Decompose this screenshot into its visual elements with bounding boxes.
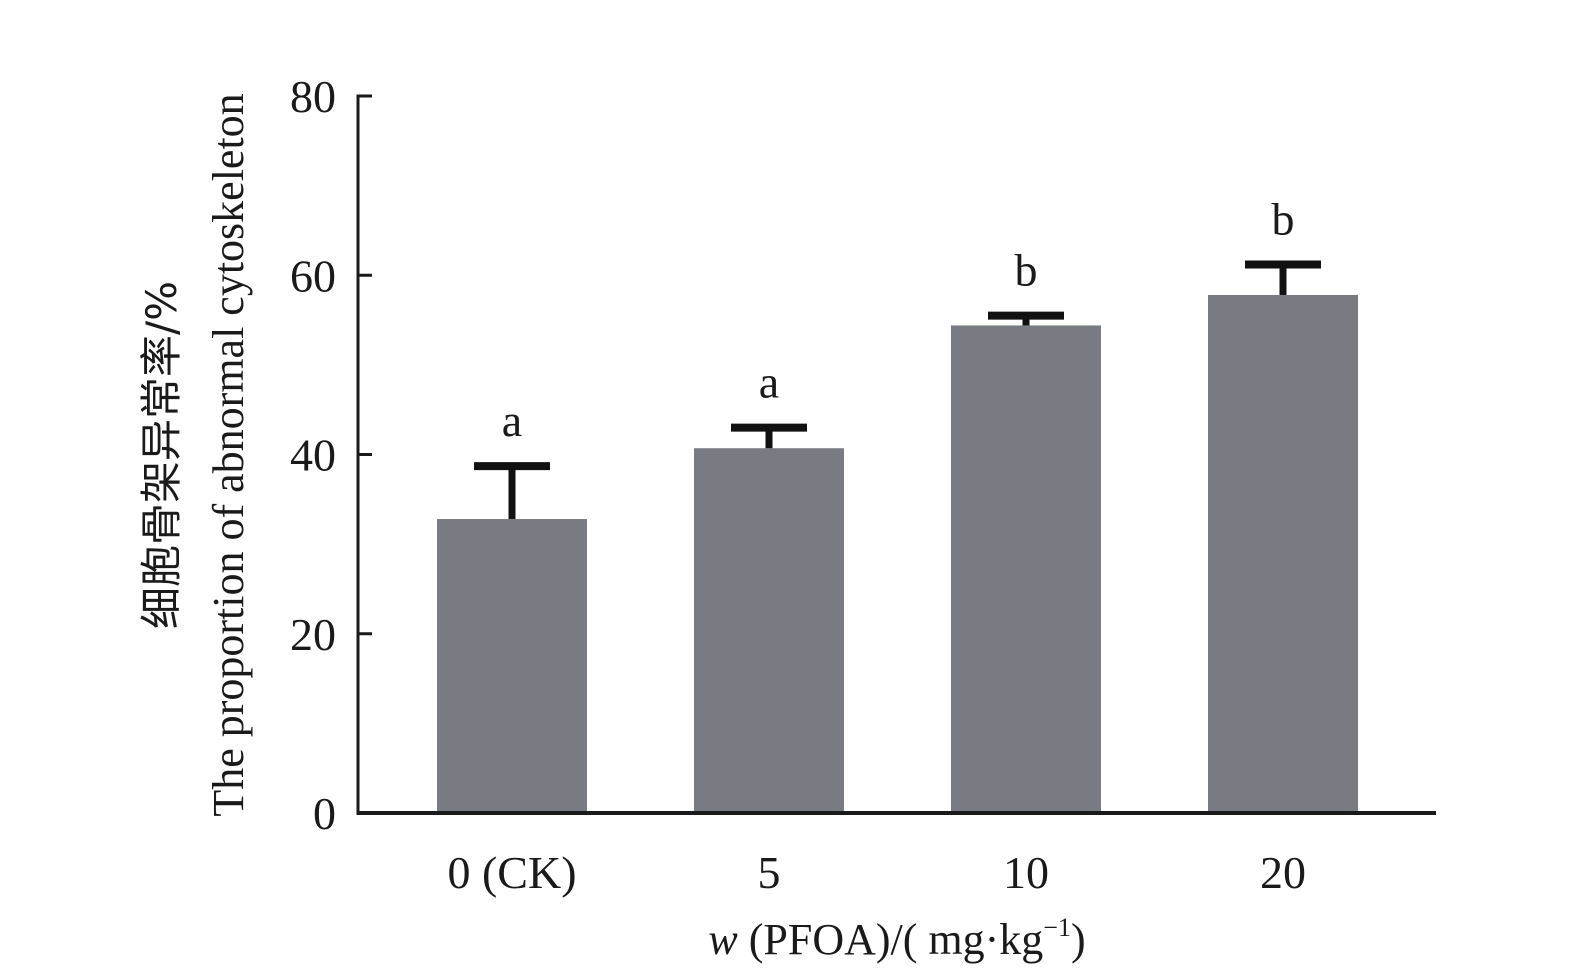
significance-letter: a	[502, 395, 522, 446]
x-axis-title-main: (PFOA)/( mg·kg	[738, 915, 1044, 964]
bar	[437, 519, 587, 813]
y-ticks-group: 0 20 40 60 80	[290, 71, 372, 839]
x-axis-title: w (PFOA)/( mg·kg−1)	[708, 913, 1085, 964]
y-axis-title-chinese: 细胞骨架异常率/%	[137, 281, 186, 629]
significance-letter: a	[759, 357, 779, 408]
y-tick-label: 60	[290, 250, 336, 301]
x-axis-title-suffix: )	[1071, 915, 1086, 964]
x-axis-title-superscript: −1	[1043, 913, 1071, 942]
bar	[1208, 294, 1358, 813]
bar	[951, 325, 1101, 813]
bars-group	[437, 294, 1358, 813]
x-axis-title-italic: w	[708, 915, 738, 964]
bar	[694, 448, 844, 813]
y-tick-label: 40	[290, 430, 336, 481]
y-tick-label: 80	[290, 71, 336, 122]
y-tick-label: 20	[290, 609, 336, 660]
y-tick-label: 0	[313, 788, 336, 839]
x-tick-labels-group: 0 (CK) 5 10 20	[447, 847, 1306, 898]
error-bars-group	[474, 260, 1321, 520]
x-tick-label: 20	[1260, 847, 1306, 898]
significance-letter: b	[1015, 245, 1038, 296]
x-tick-label: 10	[1003, 847, 1049, 898]
significance-letters-group: a a b b	[502, 193, 1295, 446]
x-tick-label: 5	[758, 847, 781, 898]
x-tick-label: 0 (CK)	[447, 847, 576, 898]
y-axis-title-english: The proportion of abnormal cytoskeleton	[204, 93, 253, 816]
significance-letter: b	[1272, 193, 1295, 244]
